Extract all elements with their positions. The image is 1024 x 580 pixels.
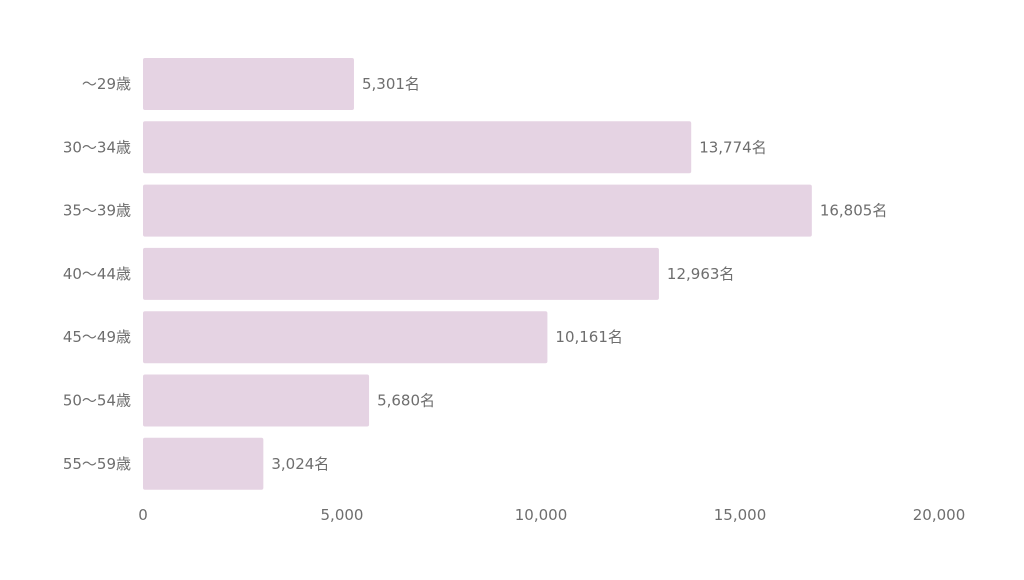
value-label-3: 12,963名	[667, 265, 735, 283]
category-label-0: 〜29歳	[82, 75, 131, 93]
bar-3	[143, 247, 659, 300]
category-label-6: 55〜59歳	[63, 455, 131, 473]
x-tick-label-1: 5,000	[321, 506, 364, 524]
x-tick-label-3: 15,000	[714, 506, 767, 524]
category-label-4: 45〜49歳	[63, 328, 131, 346]
bar-2	[143, 184, 812, 237]
value-label-4: 10,161名	[555, 328, 623, 346]
x-tick-label-0: 0	[138, 506, 148, 524]
x-tick-label-2: 10,000	[515, 506, 568, 524]
x-axis-ticks: 0 5,000 10,000 15,000 20,000	[138, 506, 965, 524]
bar-6	[143, 437, 264, 490]
category-label-1: 30〜34歳	[63, 138, 131, 156]
bar-5	[143, 374, 370, 427]
value-label-1: 13,774名	[699, 138, 767, 156]
bar-1	[143, 121, 692, 174]
value-label-5: 5,680名	[377, 392, 435, 410]
value-label-2: 16,805名	[820, 202, 888, 220]
bars-layer	[143, 58, 812, 490]
category-label-3: 40〜44歳	[63, 265, 131, 283]
bar-4	[143, 311, 548, 364]
value-label-0: 5,301名	[362, 75, 420, 93]
category-label-5: 50〜54歳	[63, 392, 131, 410]
x-tick-label-4: 20,000	[913, 506, 966, 524]
value-labels-layer: 5,301名 13,774名 16,805名 12,963名 10,161名 5,680名…	[271, 75, 887, 473]
value-label-6: 3,024名	[271, 455, 329, 473]
bar-0	[143, 58, 354, 110]
category-labels-layer: 〜29歳 30〜34歳 35〜39歳 40〜44歳 45〜49歳 50〜54歳 55〜59歳	[63, 75, 131, 473]
category-label-2: 35〜39歳	[63, 202, 131, 220]
